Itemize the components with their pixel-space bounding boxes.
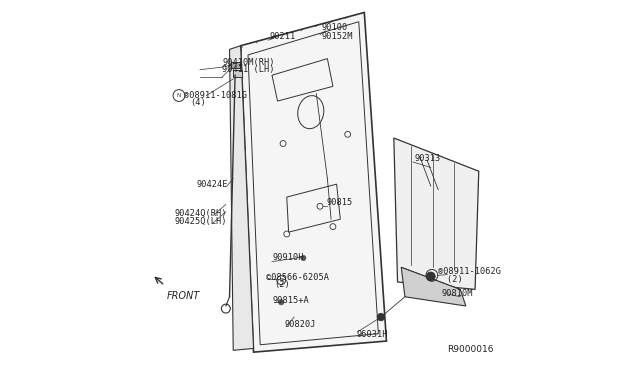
- Text: ®08911-1081G: ®08911-1081G: [184, 91, 248, 100]
- Text: (2): (2): [274, 280, 289, 289]
- Bar: [232, 62, 239, 68]
- Text: ®08911-1062G: ®08911-1062G: [438, 267, 501, 276]
- Polygon shape: [401, 267, 466, 306]
- Text: 90152M: 90152M: [322, 32, 353, 41]
- Circle shape: [426, 272, 435, 281]
- Text: 90815: 90815: [326, 198, 353, 207]
- Text: 90410M(RH): 90410M(RH): [222, 58, 275, 67]
- Text: 90425Q(LH): 90425Q(LH): [174, 217, 227, 225]
- Text: S: S: [279, 278, 283, 283]
- Text: 90313: 90313: [414, 154, 440, 163]
- Text: 96031H: 96031H: [357, 330, 388, 339]
- Text: (2): (2): [447, 275, 468, 283]
- Text: 90424E: 90424E: [196, 180, 228, 189]
- Text: 90910H: 90910H: [272, 253, 303, 263]
- Polygon shape: [394, 138, 479, 289]
- Text: ©08566-6205A: ©08566-6205A: [266, 273, 330, 282]
- Circle shape: [278, 300, 284, 305]
- Circle shape: [377, 313, 385, 321]
- Text: R9000016: R9000016: [447, 345, 493, 354]
- Text: 90411 (LH): 90411 (LH): [222, 65, 275, 74]
- Polygon shape: [241, 13, 387, 352]
- Text: FRONT: FRONT: [167, 291, 200, 301]
- Polygon shape: [230, 46, 253, 350]
- Text: 90100: 90100: [322, 23, 348, 32]
- Text: 90815+A: 90815+A: [272, 296, 308, 305]
- Text: 90810M: 90810M: [442, 289, 474, 298]
- Text: 90424Q(RH): 90424Q(RH): [174, 209, 227, 218]
- Text: 90820J: 90820J: [285, 320, 316, 329]
- Text: 90211: 90211: [269, 32, 295, 41]
- Bar: [233, 70, 243, 77]
- Circle shape: [301, 256, 306, 260]
- Text: (4): (4): [190, 99, 206, 108]
- Text: N: N: [430, 273, 434, 278]
- Text: N: N: [177, 93, 181, 98]
